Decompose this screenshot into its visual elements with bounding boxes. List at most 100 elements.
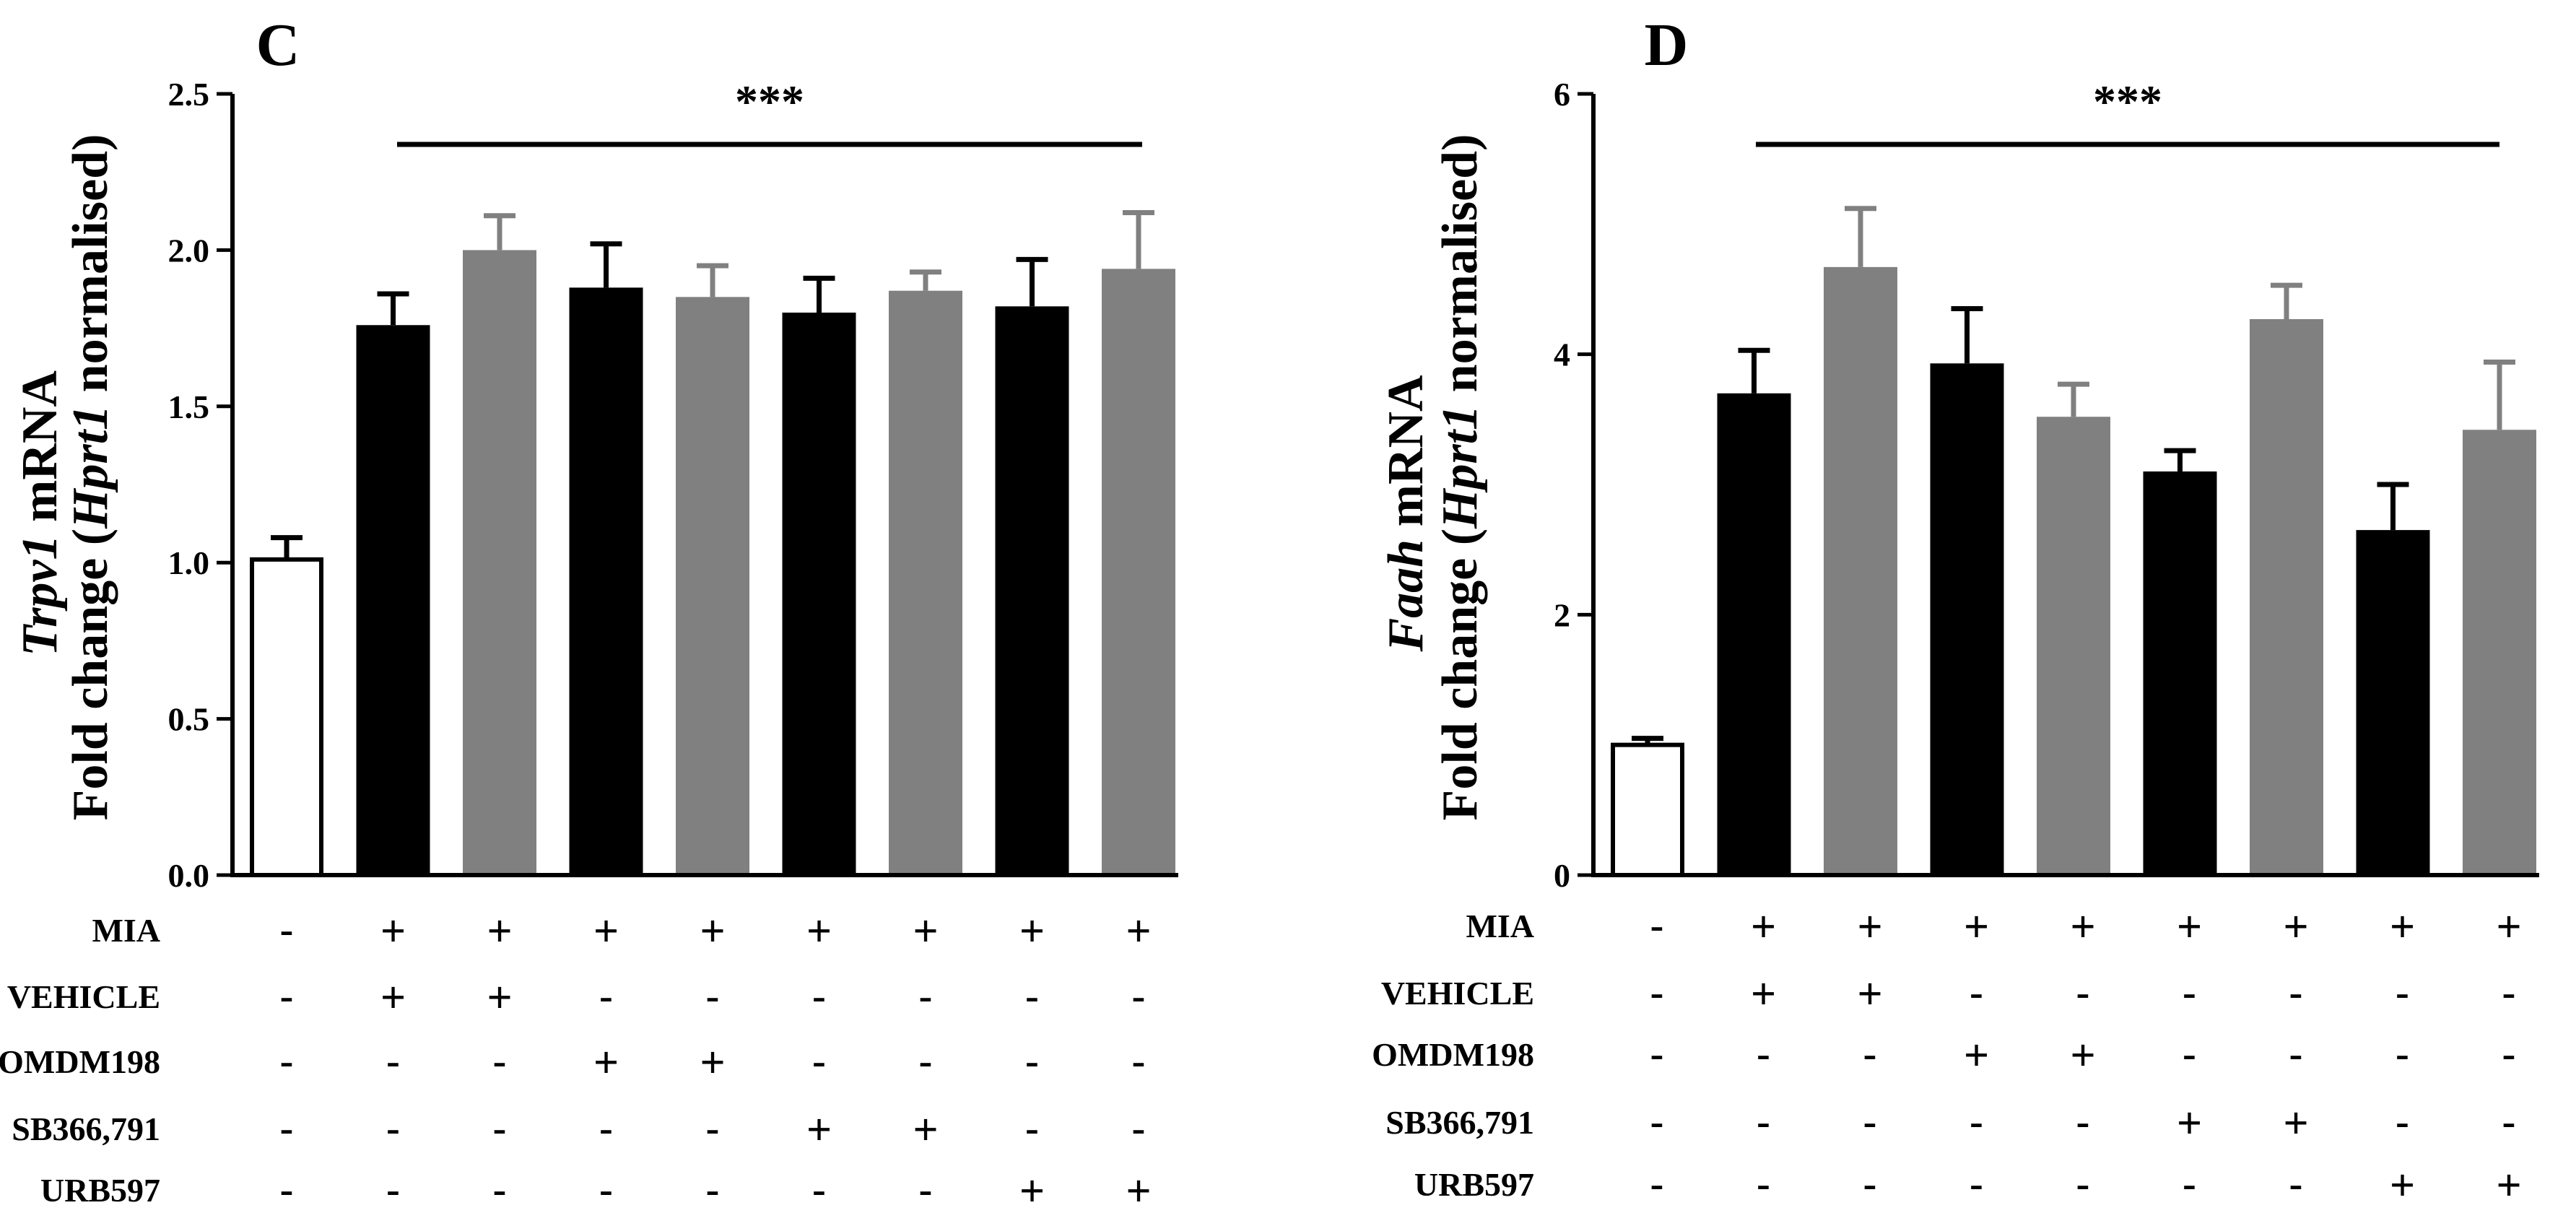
treatment-label: MIA <box>1466 908 1534 944</box>
treatment-plus: + <box>487 907 512 956</box>
treatment-plus: + <box>1964 1031 1989 1080</box>
treatment-minus: - <box>1863 1100 1877 1144</box>
treatment-plus: + <box>1751 970 1776 1019</box>
treatment-plus: + <box>1857 970 1882 1019</box>
treatment-plus: + <box>1751 903 1776 952</box>
y-axis-label-post: normalised) <box>1432 134 1488 405</box>
y-tick-label: 0.0 <box>168 857 210 894</box>
treatment-minus: - <box>2502 1100 2516 1144</box>
y-tick-label: 1.5 <box>168 388 210 425</box>
y-axis-ref-gene: Hprt1 <box>63 405 118 529</box>
treatment-plus: + <box>380 907 406 956</box>
significance-label: *** <box>2093 76 2162 127</box>
treatment-minus: - <box>2502 970 2516 1015</box>
y-tick-label: 2.0 <box>168 232 210 269</box>
y-axis-label-pre: Fold change ( <box>63 529 118 820</box>
treatment-minus: - <box>706 1106 720 1151</box>
treatment-plus: + <box>806 907 832 956</box>
treatment-plus: + <box>2177 903 2202 952</box>
treatment-minus: - <box>1970 970 1983 1015</box>
treatment-plus: + <box>1126 907 1151 956</box>
treatment-plus: + <box>2496 903 2521 952</box>
bar <box>569 287 643 875</box>
panel-letter: D <box>1645 12 1689 79</box>
y-tick-label: 0.5 <box>168 701 210 738</box>
treatment-plus: + <box>1126 1167 1151 1216</box>
y-tick-label: 2 <box>1554 596 1570 633</box>
treatment-label: URB597 <box>40 1172 160 1209</box>
treatment-plus: + <box>2070 903 2095 952</box>
treatment-minus: - <box>599 1168 613 1212</box>
y-axis-ref-gene: Hprt1 <box>1432 405 1488 529</box>
treatment-minus: - <box>2289 970 2303 1015</box>
treatment-plus: + <box>380 973 406 1022</box>
treatment-plus: + <box>2283 1099 2308 1148</box>
treatment-label: SB366,791 <box>1385 1104 1534 1141</box>
treatment-minus: - <box>386 1039 400 1084</box>
treatment-plus: + <box>1019 907 1045 956</box>
y-tick-label: 0 <box>1554 857 1570 894</box>
treatment-plus: + <box>2070 1031 2095 1080</box>
bar <box>1717 393 1791 875</box>
treatment-minus: - <box>2183 970 2196 1015</box>
treatment-minus: - <box>280 974 294 1019</box>
treatment-plus: + <box>593 1038 619 1087</box>
y-tick-label: 2.5 <box>168 76 210 113</box>
treatment-minus: - <box>812 1168 826 1212</box>
bar <box>2037 417 2110 875</box>
treatment-minus: - <box>280 1106 294 1151</box>
treatment-minus: - <box>1650 1100 1664 1144</box>
panel-letter: C <box>256 12 300 79</box>
treatment-plus: + <box>913 907 938 956</box>
y-axis-label-line1: Faah mRNA <box>1378 375 1434 653</box>
treatment-minus: - <box>812 1039 826 1084</box>
y-axis-suffix: mRNA <box>12 370 68 535</box>
y-tick-label: 4 <box>1554 336 1570 373</box>
bar <box>2356 530 2430 875</box>
treatment-minus: - <box>919 1168 933 1212</box>
treatment-minus: - <box>1970 1100 1983 1144</box>
treatment-label: OMDM198 <box>1372 1036 1534 1073</box>
treatment-minus: - <box>2396 1100 2409 1144</box>
y-axis-label-pre: Fold change ( <box>1432 529 1488 820</box>
treatment-plus: + <box>2283 903 2308 952</box>
bar <box>1930 363 2004 875</box>
treatment-minus: - <box>1863 1162 1877 1207</box>
treatment-minus: - <box>1132 1106 1146 1151</box>
treatment-minus: - <box>2076 1100 2090 1144</box>
treatment-minus: - <box>493 1039 507 1084</box>
treatment-plus: + <box>2390 903 2415 952</box>
treatment-minus: - <box>1757 1032 1770 1077</box>
treatment-minus: - <box>493 1106 507 1151</box>
y-axis-label-line2: Fold change (Hprt1 normalised) <box>63 134 118 821</box>
bar <box>356 325 430 876</box>
bar <box>995 306 1069 876</box>
treatment-minus: - <box>919 974 933 1019</box>
treatment-label: MIA <box>92 912 160 949</box>
treatment-plus: + <box>487 973 512 1022</box>
treatment-minus: - <box>599 974 613 1019</box>
treatment-minus: - <box>1025 1106 1039 1151</box>
treatment-minus: - <box>386 1168 400 1212</box>
treatment-minus: - <box>1650 970 1664 1015</box>
treatment-minus: - <box>2289 1032 2303 1077</box>
bar <box>1824 266 1897 875</box>
treatment-minus: - <box>919 1039 933 1084</box>
treatment-minus: - <box>386 1106 400 1151</box>
treatment-minus: - <box>1970 1162 1983 1207</box>
treatment-minus: - <box>1757 1162 1770 1207</box>
treatment-minus: - <box>599 1106 613 1151</box>
treatment-minus: - <box>280 908 294 952</box>
bar <box>463 250 536 875</box>
treatment-minus: - <box>2183 1032 2196 1077</box>
treatment-minus: - <box>280 1168 294 1212</box>
y-tick-label: 6 <box>1554 76 1570 113</box>
treatment-plus: + <box>2496 1161 2521 1210</box>
bar <box>2463 430 2536 875</box>
treatment-minus: - <box>706 1168 720 1212</box>
treatment-minus: - <box>2396 1032 2409 1077</box>
bar <box>676 297 749 875</box>
treatment-label: SB366,791 <box>12 1110 160 1147</box>
treatment-minus: - <box>812 974 826 1019</box>
